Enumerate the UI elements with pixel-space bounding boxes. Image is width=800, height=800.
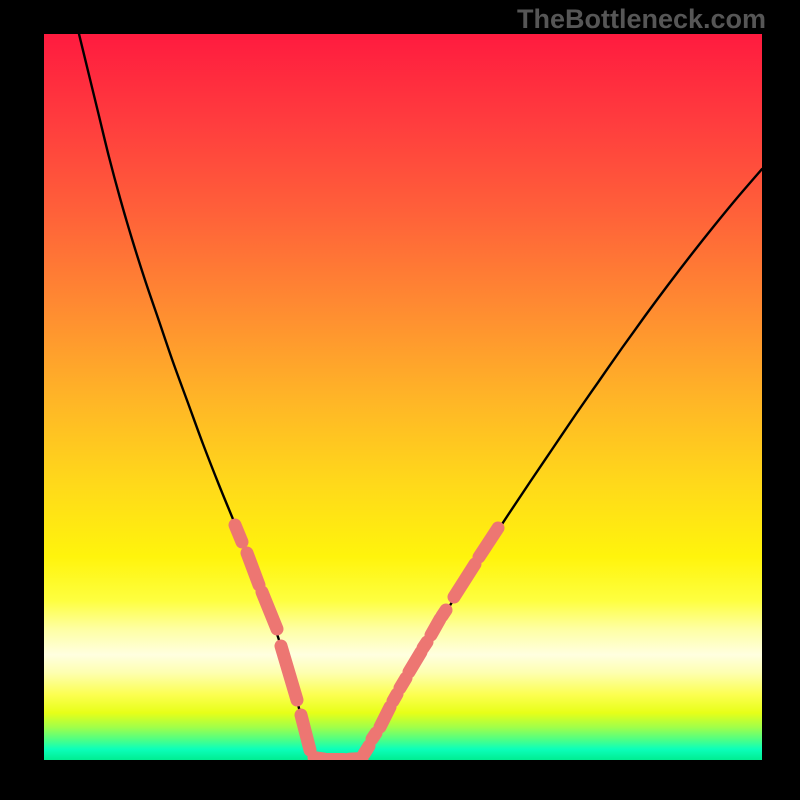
watermark-text: TheBottleneck.com [517,4,766,35]
outer-frame: TheBottleneck.com [0,0,800,800]
marker-segment [400,678,406,688]
plot-area [44,34,762,760]
marker-segment [364,746,369,754]
plot-svg [44,34,762,760]
marker-segment [442,610,446,616]
marker-segment [393,694,397,701]
marker-segment [235,525,242,542]
gradient-background [44,34,762,760]
marker-segment [380,707,390,727]
marker-segment [372,733,376,739]
marker-segment [423,642,427,648]
marker-segment [301,715,310,750]
